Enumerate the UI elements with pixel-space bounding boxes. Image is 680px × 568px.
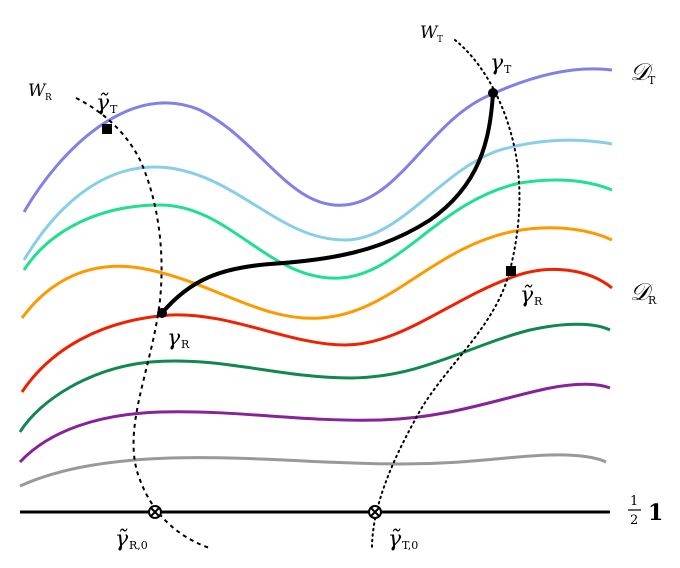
svg-text:γ: γ — [490, 51, 504, 76]
geodesic-gamma — [160, 92, 495, 315]
svg-text:γ̃: γ̃ — [520, 283, 534, 308]
svg-text:W: W — [420, 23, 439, 43]
svg-text:R,0: R,0 — [129, 539, 148, 552]
svg-text:γ: γ — [167, 326, 181, 351]
svg-text:T: T — [437, 35, 443, 45]
label-D-T: 𝒟 T — [630, 58, 656, 87]
curve-gray — [19, 453, 607, 488]
svg-text:1: 1 — [648, 500, 663, 526]
gamma-R0-cross-marker — [148, 505, 162, 519]
wavefront-W-R — [75, 97, 211, 549]
label-W-R: W R — [28, 81, 52, 103]
label-gamma-R-tilde: γ̃ R — [520, 283, 543, 308]
curve-dark-green — [18, 322, 611, 433]
svg-text:T: T — [504, 63, 512, 76]
label-gamma-R0-tilde: γ̃ R,0 — [115, 527, 148, 552]
svg-text:γ̃: γ̃ — [388, 527, 402, 552]
gamma-T0-cross-marker — [368, 505, 382, 519]
svg-text:γ̃: γ̃ — [115, 527, 129, 552]
svg-text:R: R — [648, 294, 657, 307]
curve-mint — [22, 178, 613, 280]
label-W-T: W T — [420, 23, 443, 45]
wavefront-W-T — [371, 39, 521, 549]
label-gamma-R: γ R — [167, 326, 190, 351]
label-half-identity: 1 2 1 — [628, 494, 663, 528]
curve-D-T — [22, 67, 613, 213]
gamma-T-point — [488, 88, 498, 98]
curve-orange — [20, 226, 613, 320]
svg-text:R: R — [181, 338, 190, 351]
curve-purple — [18, 382, 611, 464]
svg-text:R: R — [534, 295, 543, 308]
gamma-R-tilde-point — [506, 266, 516, 276]
svg-text:W: W — [28, 81, 47, 101]
gamma-R-point — [157, 308, 167, 318]
svg-text:1: 1 — [630, 494, 638, 509]
svg-text:T: T — [110, 103, 118, 116]
svg-text:2: 2 — [630, 513, 638, 528]
label-gamma-T-tilde: γ̃ T — [96, 91, 118, 116]
svg-text:T: T — [648, 74, 656, 87]
svg-text:T,0: T,0 — [402, 539, 418, 552]
svg-text:R: R — [45, 93, 52, 103]
gamma-T-tilde-point — [102, 124, 112, 134]
curve-light-blue — [22, 138, 613, 261]
label-gamma-T: γ T — [490, 51, 512, 76]
label-D-R: 𝒟 R — [630, 278, 657, 307]
svg-text:γ̃: γ̃ — [96, 91, 110, 116]
label-gamma-T0-tilde: γ̃ T,0 — [388, 527, 418, 552]
curve-D-R — [20, 267, 613, 393]
